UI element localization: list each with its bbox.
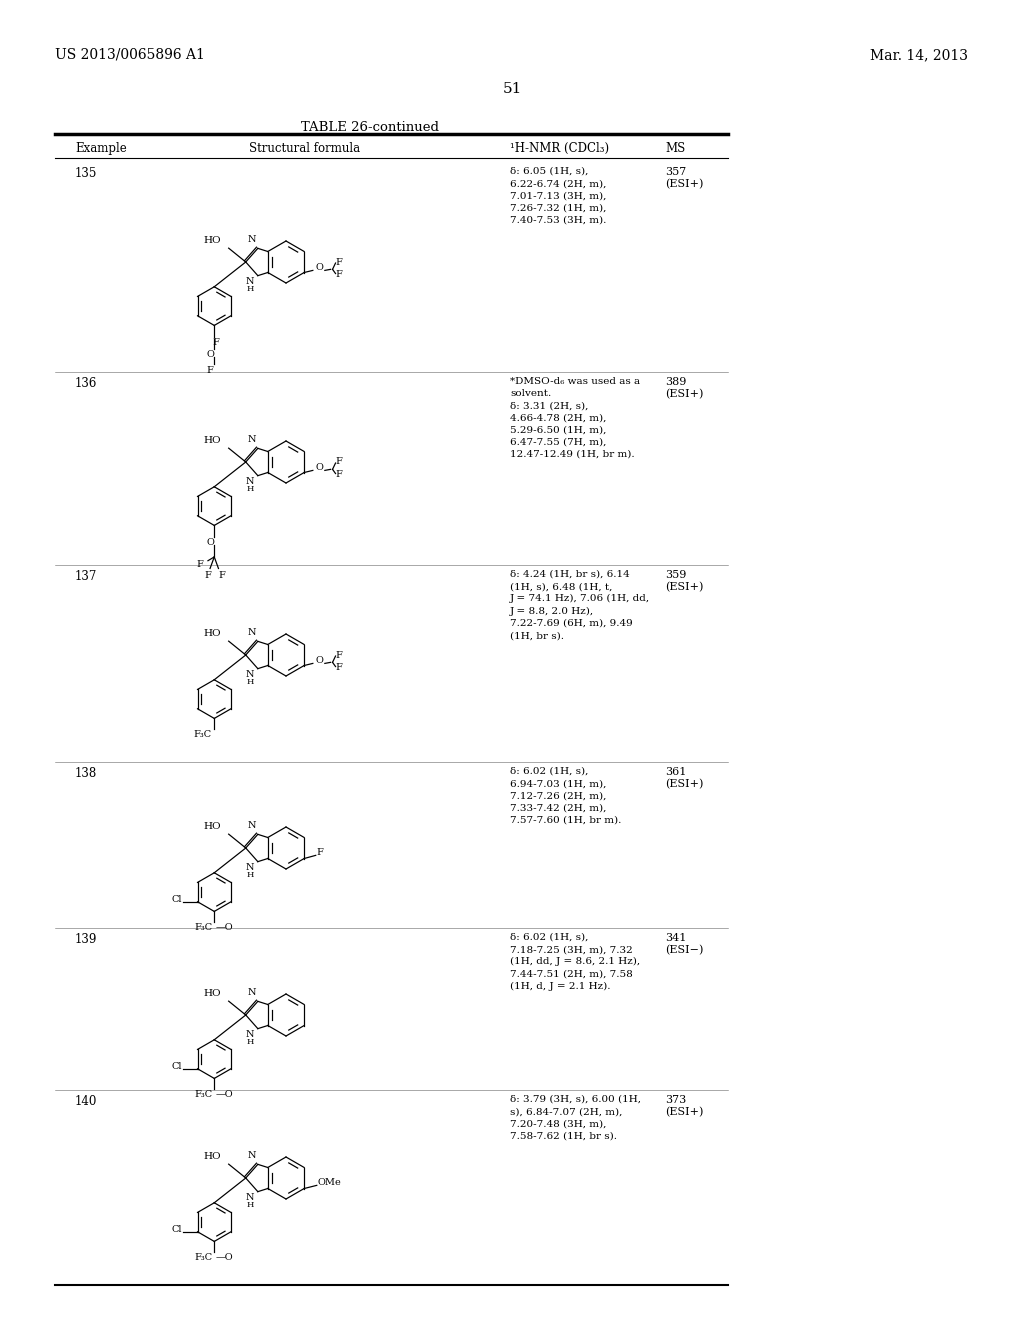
Text: F₃C: F₃C bbox=[195, 923, 212, 932]
Text: 341
(ESI−): 341 (ESI−) bbox=[665, 933, 703, 954]
Text: H: H bbox=[247, 484, 254, 492]
Text: HO: HO bbox=[203, 821, 220, 830]
Text: 51: 51 bbox=[503, 82, 521, 96]
Text: F: F bbox=[218, 570, 225, 579]
Text: O: O bbox=[206, 350, 214, 359]
Text: H: H bbox=[247, 871, 254, 879]
Text: Cl: Cl bbox=[171, 1063, 182, 1072]
Text: MS: MS bbox=[665, 143, 685, 154]
Text: TABLE 26-continued: TABLE 26-continued bbox=[301, 121, 439, 135]
Text: F₃C: F₃C bbox=[194, 730, 211, 739]
Text: F: F bbox=[336, 257, 342, 267]
Text: N: N bbox=[246, 277, 254, 285]
Text: US 2013/0065896 A1: US 2013/0065896 A1 bbox=[55, 48, 205, 62]
Text: N: N bbox=[248, 235, 256, 244]
Text: Example: Example bbox=[75, 143, 127, 154]
Text: 135: 135 bbox=[75, 168, 97, 180]
Text: H: H bbox=[247, 285, 254, 293]
Text: N: N bbox=[246, 669, 254, 678]
Text: HO: HO bbox=[203, 436, 220, 445]
Text: δ: 6.05 (1H, s),
6.22-6.74 (2H, m),
7.01-7.13 (3H, m),
7.26-7.32 (1H, m),
7.40-7: δ: 6.05 (1H, s), 6.22-6.74 (2H, m), 7.01… bbox=[510, 168, 606, 224]
Text: N: N bbox=[246, 477, 254, 486]
Text: HO: HO bbox=[203, 1151, 220, 1160]
Text: HO: HO bbox=[203, 989, 220, 998]
Text: Cl: Cl bbox=[171, 1225, 182, 1234]
Text: Cl: Cl bbox=[171, 895, 182, 904]
Text: F: F bbox=[207, 367, 214, 375]
Text: δ: 6.02 (1H, s),
7.18-7.25 (3H, m), 7.32
(1H, dd, J = 8.6, 2.1 Hz),
7.44-7.51 (2: δ: 6.02 (1H, s), 7.18-7.25 (3H, m), 7.32… bbox=[510, 933, 640, 991]
Text: 136: 136 bbox=[75, 378, 97, 389]
Text: F: F bbox=[197, 560, 204, 569]
Text: HO: HO bbox=[203, 236, 220, 244]
Text: F: F bbox=[336, 271, 342, 279]
Text: F: F bbox=[212, 338, 219, 347]
Text: F: F bbox=[336, 663, 342, 672]
Text: O: O bbox=[315, 263, 324, 272]
Text: 361
(ESI+): 361 (ESI+) bbox=[665, 767, 703, 789]
Text: F: F bbox=[316, 847, 324, 857]
Text: O: O bbox=[315, 656, 324, 665]
Text: O: O bbox=[315, 463, 324, 471]
Text: N: N bbox=[246, 1030, 254, 1039]
Text: N: N bbox=[248, 1151, 256, 1160]
Text: —O: —O bbox=[215, 1090, 232, 1100]
Text: —O: —O bbox=[215, 923, 232, 932]
Text: δ: 3.79 (3H, s), 6.00 (1H,
s), 6.84-7.07 (2H, m),
7.20-7.48 (3H, m),
7.58-7.62 (: δ: 3.79 (3H, s), 6.00 (1H, s), 6.84-7.07… bbox=[510, 1096, 641, 1140]
Text: O: O bbox=[206, 539, 214, 546]
Text: H: H bbox=[247, 1038, 254, 1045]
Text: δ: 6.02 (1H, s),
6.94-7.03 (1H, m),
7.12-7.26 (2H, m),
7.33-7.42 (2H, m),
7.57-7: δ: 6.02 (1H, s), 6.94-7.03 (1H, m), 7.12… bbox=[510, 767, 622, 825]
Text: Mar. 14, 2013: Mar. 14, 2013 bbox=[870, 48, 968, 62]
Text: H: H bbox=[247, 677, 254, 685]
Text: OMe: OMe bbox=[317, 1177, 342, 1187]
Text: F: F bbox=[336, 458, 342, 466]
Text: 389
(ESI+): 389 (ESI+) bbox=[665, 378, 703, 399]
Text: Structural formula: Structural formula bbox=[250, 143, 360, 154]
Text: N: N bbox=[246, 1193, 254, 1201]
Text: F₃C: F₃C bbox=[195, 1253, 212, 1262]
Text: 359
(ESI+): 359 (ESI+) bbox=[665, 570, 703, 591]
Text: ¹H-NMR (CDCl₃): ¹H-NMR (CDCl₃) bbox=[510, 143, 609, 154]
Text: F: F bbox=[336, 470, 342, 479]
Text: 137: 137 bbox=[75, 570, 97, 583]
Text: 357
(ESI+): 357 (ESI+) bbox=[665, 168, 703, 189]
Text: N: N bbox=[248, 628, 256, 638]
Text: HO: HO bbox=[203, 628, 220, 638]
Text: F: F bbox=[205, 570, 211, 579]
Text: 140: 140 bbox=[75, 1096, 97, 1107]
Text: F: F bbox=[336, 651, 342, 660]
Text: 138: 138 bbox=[75, 767, 97, 780]
Text: H: H bbox=[247, 1201, 254, 1209]
Text: N: N bbox=[246, 863, 254, 871]
Text: 373
(ESI+): 373 (ESI+) bbox=[665, 1096, 703, 1117]
Text: F₃C: F₃C bbox=[195, 1090, 212, 1100]
Text: *DMSO-d₆ was used as a
solvent.
δ: 3.31 (2H, s),
4.66-4.78 (2H, m),
5.29-6.50 (1: *DMSO-d₆ was used as a solvent. δ: 3.31 … bbox=[510, 378, 640, 459]
Text: δ: 4.24 (1H, br s), 6.14
(1H, s), 6.48 (1H, t,
J = 74.1 Hz), 7.06 (1H, dd,
J = 8: δ: 4.24 (1H, br s), 6.14 (1H, s), 6.48 (… bbox=[510, 570, 650, 640]
Text: 139: 139 bbox=[75, 933, 97, 946]
Text: N: N bbox=[248, 989, 256, 998]
Text: N: N bbox=[248, 821, 256, 830]
Text: —O: —O bbox=[215, 1253, 232, 1262]
Text: N: N bbox=[248, 436, 256, 445]
